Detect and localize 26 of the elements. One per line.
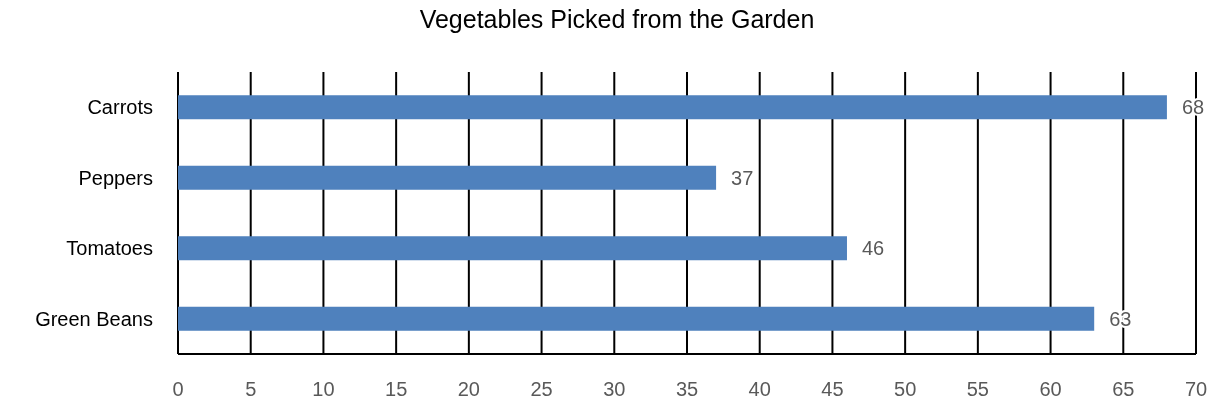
x-tick-label: 45	[821, 378, 844, 400]
x-tick-label: 70	[1184, 378, 1208, 400]
x-tick-label: 35	[675, 378, 699, 400]
x-tick-label: 55	[966, 378, 989, 400]
bar	[178, 306, 1095, 331]
x-tick-label: 65	[1112, 378, 1135, 400]
x-tick-label: 60	[1039, 378, 1062, 400]
x-tick-label: 20	[457, 378, 480, 400]
x-tick-label: 10	[312, 378, 335, 400]
x-tick-label: 30	[603, 378, 626, 400]
data-label: 46	[861, 237, 885, 260]
x-tick-label: 50	[894, 378, 917, 400]
x-tick-label: 0	[172, 378, 184, 400]
y-tick-label: Peppers	[78, 166, 153, 189]
x-tick-label: 25	[530, 378, 553, 400]
y-tick-label: Tomatoes	[66, 237, 153, 260]
bar	[178, 236, 847, 261]
x-tick-label: 40	[748, 378, 771, 400]
y-tick-label: Carrots	[87, 96, 153, 119]
data-label: 37	[731, 166, 754, 189]
bar	[178, 165, 717, 190]
x-tick-label: 5	[245, 378, 257, 400]
bar	[178, 95, 1167, 120]
chart-title: Vegetables Picked from the Garden	[419, 5, 815, 33]
x-tick-label: 15	[385, 378, 408, 400]
y-tick-label: Green Beans	[35, 307, 153, 330]
